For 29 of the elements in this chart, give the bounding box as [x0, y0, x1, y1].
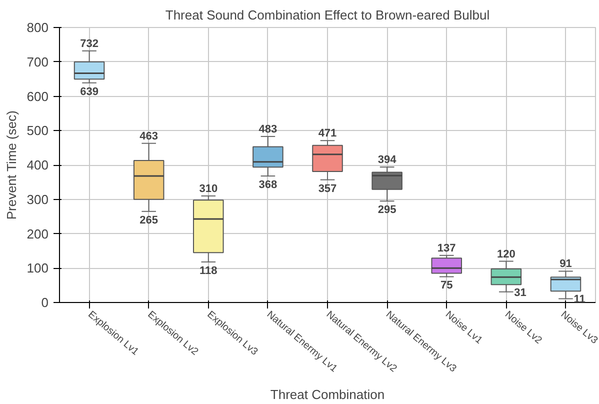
y-axis-title: Prevent Time (sec) — [4, 110, 19, 220]
annotation: 368 — [258, 179, 278, 191]
annotation: 483 — [258, 123, 278, 136]
annotation: 463 — [140, 130, 158, 142]
y-tick-label: 200 — [26, 226, 49, 242]
annotation: 639 — [80, 86, 98, 98]
annotation: 91 — [560, 258, 572, 270]
y-tick-label: 700 — [26, 54, 49, 70]
annotation: 357 — [318, 182, 337, 195]
y-tick-label: 400 — [26, 158, 49, 172]
annotation: 75 — [440, 280, 453, 292]
y-tick-label: 500 — [26, 123, 49, 138]
y-tick-label: 0 — [41, 295, 49, 310]
annotation: 31 — [514, 286, 526, 299]
annotation: 265 — [140, 214, 158, 226]
y-tick-label: 300 — [26, 192, 49, 207]
annotation: 118 — [200, 264, 218, 277]
annotation: 295 — [378, 204, 396, 216]
x-axis-title: Threat Combination — [270, 386, 385, 402]
annotation: 310 — [199, 182, 218, 195]
y-tick-label: 800 — [26, 20, 49, 35]
annotation: 732 — [80, 38, 98, 50]
annotation: 471 — [318, 128, 337, 140]
annotation: 137 — [437, 242, 456, 254]
annotation: 394 — [378, 154, 398, 166]
chart-title: Threat Sound Combination Effect to Brown-eared Bulbul — [165, 8, 490, 22]
y-tick-label: 600 — [26, 88, 49, 104]
y-tick-label: 100 — [26, 260, 49, 276]
annotation: 120 — [496, 248, 516, 260]
